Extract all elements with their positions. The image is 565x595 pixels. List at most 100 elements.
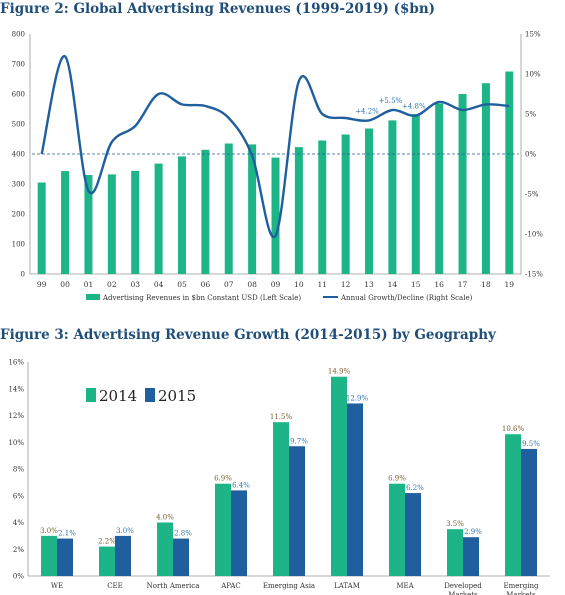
data-label-2014: 10.6% bbox=[502, 425, 525, 433]
x-tick-label: 99 bbox=[37, 280, 47, 289]
data-label-2015: 6.2% bbox=[406, 484, 424, 492]
revenue-bar bbox=[131, 170, 140, 274]
y-tick-label: 4% bbox=[13, 519, 24, 527]
x-tick-label: 19 bbox=[505, 280, 515, 289]
category-label: APAC bbox=[220, 582, 241, 590]
x-tick-label: 09 bbox=[271, 280, 281, 289]
revenue-bar bbox=[37, 182, 46, 274]
left-tick-label: 400 bbox=[12, 151, 25, 159]
y-tick-label: 14% bbox=[8, 385, 24, 393]
revenue-bar bbox=[248, 144, 257, 274]
bar-2014 bbox=[215, 483, 231, 576]
left-tick-label: 300 bbox=[12, 181, 25, 189]
legend-label-2015: 2015 bbox=[158, 387, 196, 405]
category-label: WE bbox=[51, 582, 63, 590]
data-label-2014: 6.9% bbox=[214, 475, 232, 483]
bar-2015 bbox=[347, 403, 363, 576]
revenue-bar bbox=[388, 120, 397, 275]
x-tick-label: 11 bbox=[317, 280, 327, 289]
x-tick-label: 07 bbox=[224, 280, 234, 289]
figure-2-chart: 0100200300400500600700800-15%-10%-5%0%5%… bbox=[12, 31, 544, 303]
left-tick-label: 200 bbox=[12, 211, 25, 219]
data-label-2014: 14.9% bbox=[328, 368, 351, 376]
x-tick-label: 13 bbox=[364, 280, 374, 289]
y-tick-label: 6% bbox=[13, 492, 24, 500]
bar-2015 bbox=[405, 493, 421, 576]
revenue-bar bbox=[201, 149, 210, 274]
bar-2014 bbox=[505, 434, 521, 576]
x-tick-label: 02 bbox=[107, 280, 117, 289]
bar-2014 bbox=[389, 483, 405, 576]
right-tick-label: 15% bbox=[525, 31, 541, 39]
growth-line bbox=[40, 55, 510, 239]
left-tick-label: 500 bbox=[12, 121, 25, 129]
category-label: Emerging bbox=[504, 582, 539, 590]
x-tick-label: 08 bbox=[247, 280, 257, 289]
revenue-bar bbox=[271, 157, 280, 274]
growth-annotation: +5.5% bbox=[379, 97, 403, 105]
data-label-2014: 2.2% bbox=[98, 538, 116, 546]
legend-swatch-2014 bbox=[86, 388, 96, 402]
data-label-2014: 4.0% bbox=[156, 514, 174, 522]
right-tick-label: -15% bbox=[525, 271, 543, 279]
revenue-bar bbox=[341, 134, 350, 274]
y-tick-label: 12% bbox=[8, 412, 24, 420]
category-label: MEA bbox=[396, 582, 414, 590]
category-label: Developed bbox=[444, 582, 482, 590]
revenue-bar bbox=[61, 171, 70, 274]
left-tick-label: 600 bbox=[12, 91, 25, 99]
revenue-bar bbox=[505, 71, 514, 274]
category-label: Markets bbox=[448, 591, 478, 595]
bar-2015 bbox=[231, 490, 247, 576]
bar-2015 bbox=[289, 446, 305, 576]
data-label-2015: 2.1% bbox=[58, 530, 76, 538]
figure-3-title: Figure 3: Advertising Revenue Growth (20… bbox=[0, 327, 496, 343]
bar-2015 bbox=[57, 538, 73, 576]
revenue-bar bbox=[365, 128, 374, 274]
revenue-bar bbox=[458, 94, 467, 274]
bar-2015 bbox=[463, 537, 479, 576]
left-tick-label: 800 bbox=[12, 31, 25, 39]
legend-swatch-2015 bbox=[145, 388, 155, 402]
right-tick-label: 0% bbox=[525, 151, 536, 159]
x-tick-label: 05 bbox=[177, 280, 187, 289]
y-tick-label: 8% bbox=[13, 466, 24, 474]
data-label-2015: 6.4% bbox=[232, 481, 250, 489]
legend-swatch-revenue bbox=[86, 294, 100, 300]
revenue-bar bbox=[435, 103, 444, 274]
revenue-bar bbox=[318, 140, 327, 274]
x-tick-label: 14 bbox=[388, 280, 398, 289]
bar-2015 bbox=[521, 448, 537, 576]
data-label-2015: 9.7% bbox=[290, 437, 308, 445]
bar-2014 bbox=[41, 535, 57, 576]
data-label-2015: 12.9% bbox=[346, 394, 369, 402]
revenue-bar bbox=[154, 163, 163, 274]
x-tick-label: 12 bbox=[341, 280, 351, 289]
data-label-2015: 2.9% bbox=[464, 528, 482, 536]
right-tick-label: -10% bbox=[525, 231, 543, 239]
category-label: LATAM bbox=[334, 582, 360, 590]
data-label-2014: 3.0% bbox=[40, 527, 58, 535]
y-tick-label: 10% bbox=[8, 439, 24, 447]
legend-label-growth: Annual Growth/Decline (Right Scale) bbox=[340, 294, 473, 302]
right-tick-label: 10% bbox=[525, 71, 541, 79]
category-label: CEE bbox=[107, 582, 123, 590]
bar-2014 bbox=[157, 522, 173, 576]
legend-label-revenue: Advertising Revenues in $bn Constant USD… bbox=[102, 294, 301, 302]
right-tick-label: -5% bbox=[525, 191, 539, 199]
revenue-bar bbox=[224, 143, 233, 274]
revenue-bar bbox=[107, 174, 116, 274]
data-label-2015: 9.5% bbox=[522, 440, 540, 448]
figure-3-chart: 0%2%4%6%8%10%12%14%16%3.0% 2.1%WE2.2%3.0%… bbox=[8, 359, 550, 595]
x-tick-label: 17 bbox=[458, 280, 468, 289]
revenue-bar bbox=[411, 114, 420, 274]
growth-annotation: +4.8% bbox=[402, 103, 426, 111]
x-tick-label: 06 bbox=[201, 280, 211, 289]
left-tick-label: 0 bbox=[21, 271, 25, 279]
figure-2-title: Figure 2: Global Advertising Revenues (1… bbox=[0, 1, 436, 17]
data-label-2014: 3.5% bbox=[446, 520, 464, 528]
revenue-bar bbox=[294, 147, 303, 274]
data-label-2014: 11.5% bbox=[270, 413, 293, 421]
data-label-2015: 2.8% bbox=[174, 530, 192, 538]
bar-2014 bbox=[447, 529, 463, 576]
